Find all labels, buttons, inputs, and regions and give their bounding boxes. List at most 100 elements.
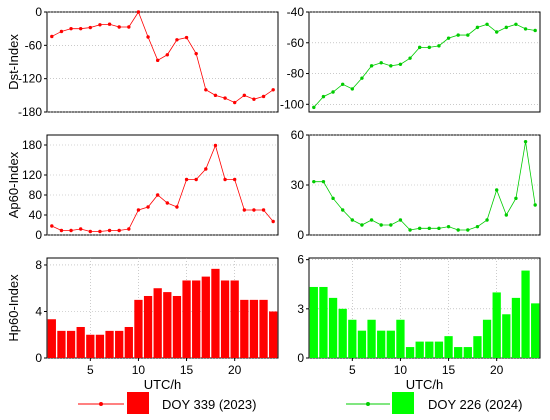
bar <box>211 268 220 358</box>
x-tick-label: 20 <box>228 363 242 377</box>
data-point <box>146 35 150 39</box>
data-point <box>494 30 499 34</box>
data-point <box>466 228 470 232</box>
data-point <box>146 205 150 209</box>
bar <box>396 319 405 358</box>
data-point <box>155 193 160 197</box>
plot-frame <box>46 11 279 113</box>
data-point <box>271 219 275 224</box>
x-tick-label: 15 <box>442 363 456 377</box>
legend-green-label: DOY 226 (2024) <box>428 397 522 412</box>
y-tick-label: -60 <box>287 36 305 50</box>
bar <box>182 280 191 358</box>
data-point <box>504 25 509 30</box>
data-point <box>475 224 480 229</box>
data-point <box>340 82 345 87</box>
data-point <box>427 226 432 231</box>
data-point <box>242 93 247 98</box>
data-point <box>475 25 480 30</box>
data-point <box>136 10 141 14</box>
data-point <box>165 53 170 57</box>
y-tick-label: 0 <box>35 351 42 365</box>
x-tick-label: 15 <box>180 363 194 377</box>
bar <box>328 297 338 358</box>
bar <box>143 295 153 358</box>
bar <box>95 334 105 358</box>
data-point <box>107 228 112 233</box>
y-tick-label: 6 <box>297 253 304 267</box>
data-point <box>78 26 83 31</box>
y-tick-label: -80 <box>287 67 305 81</box>
data-point <box>494 188 499 192</box>
data-point <box>252 208 256 212</box>
data-point <box>223 96 227 100</box>
bar <box>309 286 318 358</box>
data-point <box>117 25 121 29</box>
y-tick-label: 0 <box>297 228 304 242</box>
data-point <box>523 139 528 144</box>
bar <box>240 299 249 358</box>
data-point <box>78 227 83 231</box>
x-tick-label: 10 <box>394 363 408 377</box>
data-point <box>533 203 537 207</box>
bar <box>47 319 56 358</box>
data-point <box>331 196 335 201</box>
legend-red-marker <box>99 402 103 406</box>
data-point <box>223 177 227 182</box>
bar <box>348 319 357 358</box>
data-point <box>184 177 189 182</box>
bar <box>405 347 415 358</box>
panel-hp-green: 0 3 6 5 10 15 20 UTC/h <box>297 253 541 392</box>
y-tick-label: 3 <box>297 302 304 316</box>
data-point <box>417 45 422 50</box>
data-point <box>194 51 198 56</box>
data-point <box>533 28 537 33</box>
series-line <box>51 11 274 104</box>
bar <box>386 330 395 358</box>
y-tick-label: 0 <box>35 5 42 19</box>
series-line <box>313 141 536 231</box>
data-point <box>50 224 54 228</box>
bar <box>172 295 182 358</box>
data-point <box>107 22 112 26</box>
bar <box>415 341 424 358</box>
data-point <box>466 33 470 37</box>
data-point <box>117 228 121 233</box>
data-point <box>523 27 528 31</box>
panel-ap-green: 0 30 60 <box>291 128 541 242</box>
bar <box>425 341 434 358</box>
plot-frame <box>46 134 279 236</box>
series-line <box>313 23 536 108</box>
data-point <box>369 64 374 68</box>
x-tick-label: 5 <box>87 363 94 377</box>
bar <box>115 330 124 358</box>
bar <box>124 326 133 358</box>
data-point <box>417 226 422 231</box>
data-point <box>127 227 131 231</box>
data-point <box>379 61 383 65</box>
y-tick-label: 0 <box>35 228 42 242</box>
data-point <box>437 44 441 48</box>
bar <box>473 336 482 358</box>
data-point <box>155 58 160 63</box>
bar <box>153 288 162 358</box>
y-tick-label: -40 <box>287 5 305 19</box>
y-tick-label: 8 <box>35 258 42 272</box>
data-point <box>175 38 179 42</box>
data-point <box>504 213 509 217</box>
bar <box>86 334 95 358</box>
data-point <box>321 179 326 184</box>
bar <box>357 330 367 358</box>
x-tick-label: 5 <box>349 363 356 377</box>
data-point <box>446 36 451 40</box>
y-axis-label: Dst-Index <box>6 34 21 90</box>
data-point <box>98 229 102 234</box>
bar <box>57 330 66 358</box>
legend: DOY 339 (2023) DOY 226 (2024) <box>78 392 522 414</box>
data-point <box>408 228 412 232</box>
y-tick-label: 180 <box>22 138 42 152</box>
data-point <box>242 208 247 212</box>
data-point <box>456 228 460 232</box>
bar <box>463 347 472 358</box>
bar <box>163 292 172 358</box>
